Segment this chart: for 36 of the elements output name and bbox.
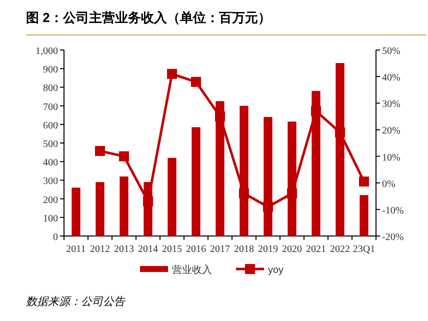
- y2-tick-label: 30%: [382, 99, 400, 110]
- y-tick-label: 900: [43, 64, 58, 76]
- y2-tick-label: 10%: [382, 152, 400, 164]
- y2-tick-label: -20%: [382, 232, 404, 243]
- y-tick-label: 400: [43, 158, 58, 169]
- y-tick-label: 800: [43, 83, 58, 94]
- y2-tick-label: 0%: [382, 178, 396, 190]
- y-tick-label: 100: [43, 213, 58, 224]
- y-tick-label: 200: [43, 194, 58, 206]
- x-tick-label: 23Q1: [352, 244, 376, 255]
- legend-label: yoy: [268, 265, 284, 276]
- y-tick-label: 1,000: [36, 46, 58, 57]
- x-tick-label: 2018: [234, 244, 254, 255]
- x-tick-label: 2013: [114, 244, 134, 255]
- x-tick-label: 2014: [138, 244, 158, 255]
- x-tick-label: 2021: [306, 244, 326, 255]
- chart-title: 图 2：公司主营业务收入（单位：百万元）: [26, 10, 271, 25]
- y-tick-label: 600: [43, 120, 58, 132]
- x-tick-label: 2011: [66, 244, 86, 255]
- y-tick-label: 300: [43, 176, 58, 188]
- y2-tick-label: 40%: [382, 72, 400, 84]
- x-tick-label: 2019: [258, 244, 278, 255]
- y-tick-label: 700: [43, 102, 58, 113]
- x-tick-label: 2022: [330, 244, 350, 255]
- y-tick-label: 500: [43, 139, 58, 150]
- y-tick-label: 0: [53, 232, 58, 243]
- source-note: 数据来源：公司公告: [26, 295, 126, 308]
- x-tick-label: 2016: [186, 244, 206, 255]
- x-tick-label: 2012: [90, 244, 110, 255]
- y2-tick-label: 20%: [382, 126, 400, 137]
- x-tick-label: 2015: [162, 244, 182, 255]
- y2-tick-label: 50%: [382, 46, 400, 57]
- x-tick-label: 2020: [282, 244, 302, 255]
- legend-label: 营业收入: [172, 264, 212, 276]
- x-tick-label: 2017: [210, 244, 230, 255]
- y2-tick-label: -10%: [382, 205, 404, 216]
